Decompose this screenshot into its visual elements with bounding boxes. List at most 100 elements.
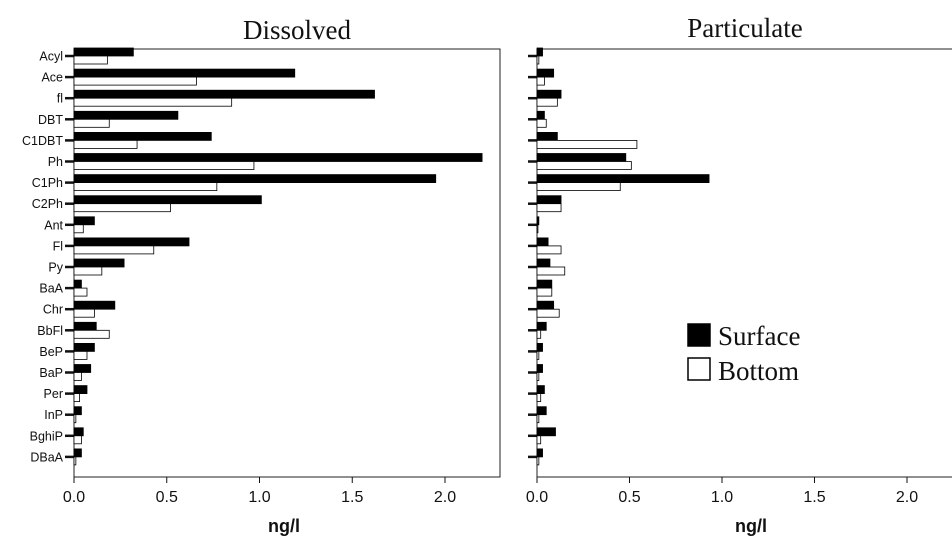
- legend-label-surface: Surface: [718, 321, 800, 351]
- particulate-x-tick-label: 1.0: [711, 489, 733, 506]
- dissolved-bar-surface: [73, 406, 82, 416]
- particulate-x-tick-label: 1.5: [803, 489, 825, 506]
- dissolved-category-label: Ph: [48, 155, 63, 169]
- dissolved-bar-bottom: [73, 245, 155, 255]
- dissolved-bar-bottom: [73, 308, 95, 318]
- dissolved-category-label: Per: [44, 387, 63, 401]
- particulate-bar-bottom: [536, 161, 632, 170]
- dissolved-title: Dissolved: [243, 15, 352, 45]
- particulate-bar-surface: [536, 364, 543, 373]
- dissolved-bar-surface: [73, 237, 190, 247]
- dissolved-category-label: C1Ph: [32, 176, 63, 190]
- dissolved-category-label: BeP: [39, 345, 63, 359]
- dissolved-bar-surface: [73, 110, 179, 120]
- dissolved-bar-bottom: [73, 161, 255, 170]
- dissolved-bar-surface: [73, 300, 116, 310]
- dissolved-bar-bottom: [73, 393, 80, 403]
- particulate-bar-surface: [536, 131, 558, 141]
- particulate-bar-bottom: [536, 266, 566, 276]
- particulate-bar-bottom: [536, 203, 562, 213]
- particulate-bar-bottom: [536, 182, 621, 192]
- particulate-bar-surface: [536, 406, 547, 416]
- particulate-bar-bottom: [536, 287, 553, 297]
- dissolved-category-label: BbFl: [37, 324, 63, 338]
- dissolved-bar-surface: [73, 258, 125, 268]
- dissolved-bar-bottom: [73, 435, 82, 445]
- dissolved-category-label: Chr: [43, 303, 63, 317]
- particulate-bar-surface: [536, 258, 551, 268]
- dissolved-category-label: Fl: [53, 239, 63, 253]
- dissolved-bar-bottom: [73, 76, 197, 86]
- particulate-bar-bottom: [536, 456, 540, 466]
- particulate-bar-bottom: [536, 414, 540, 424]
- dissolved-bar-surface: [73, 47, 134, 57]
- dissolved-x-tick-label: 0.5: [156, 489, 178, 506]
- dissolved-bar-surface: [73, 364, 92, 373]
- legend-label-bottom: Bottom: [718, 356, 799, 386]
- particulate-plot-frame: [536, 48, 952, 478]
- particulate-bar-bottom: [536, 97, 558, 107]
- dissolved-bar-bottom: [73, 118, 110, 128]
- particulate-bar-surface: [536, 448, 543, 458]
- dissolved-bar-surface: [73, 385, 88, 395]
- particulate-bar-bottom: [536, 224, 539, 234]
- dissolved-bar-surface: [73, 174, 437, 184]
- dissolved-category-label: fl: [57, 92, 63, 106]
- dissolved-bar-bottom: [73, 329, 110, 339]
- dissolved-bar-bottom: [73, 203, 171, 213]
- particulate-bar-surface: [536, 279, 553, 289]
- particulate-title: Particulate: [687, 13, 802, 43]
- particulate-bar-surface: [536, 195, 562, 205]
- dissolved-category-label: DBT: [38, 113, 63, 127]
- dissolved-category-label: C1DBT: [22, 134, 63, 148]
- particulate-bar-surface: [536, 110, 545, 120]
- legend-swatch-surface: [687, 323, 711, 347]
- dissolved-category-label: BaP: [39, 366, 63, 380]
- dissolved-category-label: Ace: [41, 71, 63, 85]
- dissolved-bar-surface: [73, 68, 296, 78]
- dissolved-bar-surface: [73, 216, 95, 226]
- dissolved-bar-surface: [73, 153, 483, 162]
- particulate-x-tick-label: 2.0: [896, 489, 918, 506]
- particulate-bar-surface: [536, 237, 549, 247]
- dissolved-bar-bottom: [73, 139, 138, 149]
- particulate-bar-bottom: [536, 393, 542, 403]
- dissolved-bar-surface: [73, 89, 375, 99]
- dissolved-bar-surface: [73, 448, 82, 458]
- particulate-bar-bottom: [536, 435, 542, 445]
- particulate-bar-surface: [536, 216, 540, 226]
- dissolved-category-label: InP: [44, 408, 63, 422]
- legend: Surface Bottom: [687, 321, 800, 386]
- particulate-bar-surface: [536, 47, 543, 57]
- dissolved-category-label: Ant: [44, 218, 63, 232]
- particulate-x-axis-title: ng/l: [735, 516, 767, 536]
- dissolved-category-label: BaA: [39, 282, 63, 296]
- particulate-bar-surface: [536, 89, 562, 99]
- dissolved-x-tick-label: 0.0: [63, 489, 85, 506]
- particulate-bar-bottom: [536, 329, 542, 339]
- dissolved-bar-bottom: [73, 224, 84, 234]
- dissolved-bar-surface: [73, 195, 262, 205]
- dissolved-bar-surface: [73, 131, 212, 141]
- dissolved-category-label: C2Ph: [32, 197, 63, 211]
- dissolved-x-tick-label: 1.0: [248, 489, 270, 506]
- dissolved-bar-surface: [73, 427, 84, 437]
- particulate-x-tick-label: 0.5: [618, 489, 640, 506]
- dissolved-x-axis-title: ng/l: [268, 516, 300, 536]
- particulate-bar-bottom: [536, 245, 562, 255]
- chart-marks: Acyl Ace fl DBT C1DBT Ph C1Ph C2Ph Ant Fl Py BaA Chr…: [22, 47, 918, 506]
- dissolved-bar-bottom: [73, 287, 88, 297]
- particulate-bar-bottom: [536, 308, 560, 318]
- particulate-bar-surface: [536, 342, 543, 352]
- dissolved-x-tick-label: 1.5: [341, 489, 363, 506]
- particulate-bar-surface: [536, 174, 710, 184]
- dissolved-bar-bottom: [73, 97, 233, 107]
- dissolved-bar-bottom: [73, 55, 108, 65]
- dissolved-category-label: DBaA: [30, 450, 63, 464]
- particulate-bar-bottom: [536, 139, 638, 149]
- particulate-bar-bottom: [536, 350, 540, 360]
- dissolved-category-label: Acyl: [39, 50, 63, 64]
- dissolved-bar-surface: [73, 342, 95, 352]
- particulate-bar-surface: [536, 153, 627, 162]
